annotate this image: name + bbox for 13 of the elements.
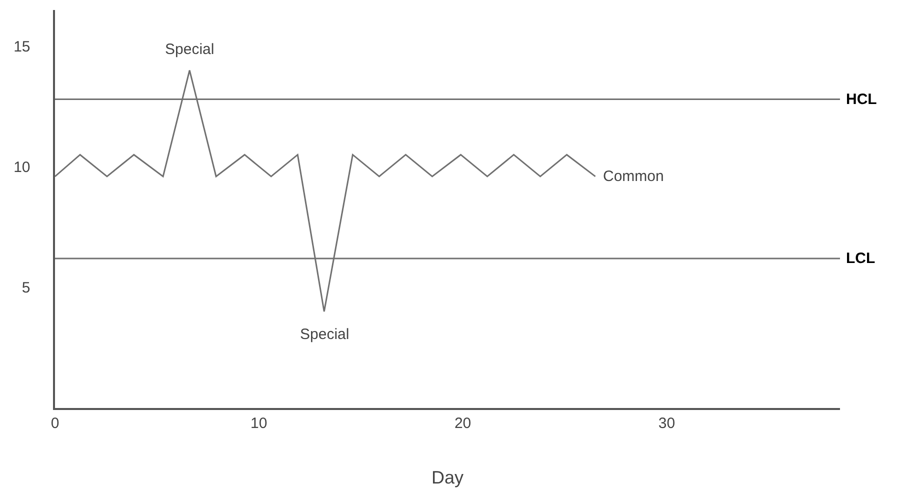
x-tick-label: 10 <box>250 414 268 432</box>
annotation: Special <box>300 326 350 343</box>
x-tick-label: 20 <box>454 414 472 432</box>
x-tick-label: 0 <box>50 414 60 432</box>
ref-line-label: LCL <box>846 250 876 267</box>
annotation: Special <box>165 41 214 58</box>
y-tick-label: 15 <box>14 38 30 56</box>
x-axis-title: Day <box>431 467 464 488</box>
y-tick-label: 5 <box>22 280 30 297</box>
y-tick-label: 10 <box>14 159 30 176</box>
annotation: Common <box>603 168 664 185</box>
ref-line-label: HCL <box>846 91 877 108</box>
x-tick-label: 30 <box>658 414 676 432</box>
